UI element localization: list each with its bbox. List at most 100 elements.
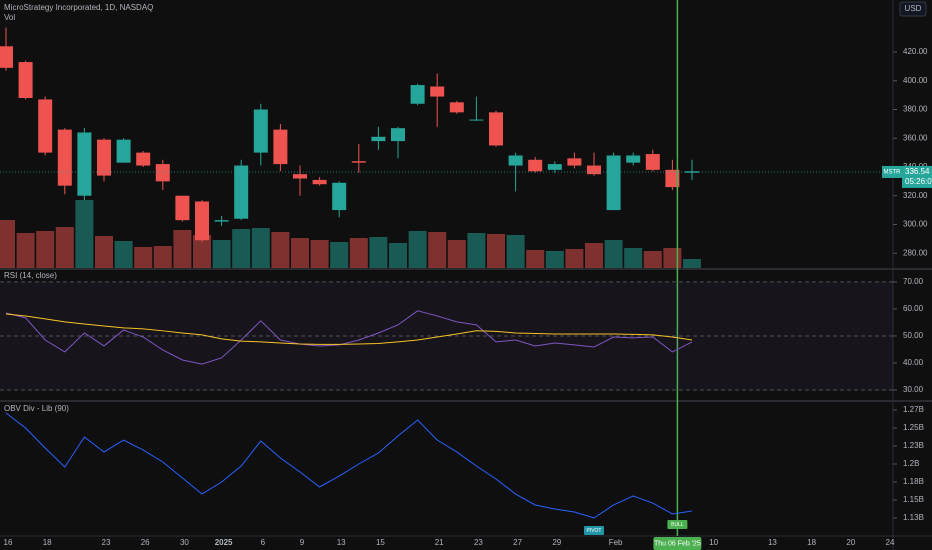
volume-bar xyxy=(310,240,329,268)
volume-bar xyxy=(134,247,153,268)
candle-body xyxy=(645,154,660,170)
y-tick-label: 70.00 xyxy=(903,277,924,286)
candle-body xyxy=(332,182,347,211)
candle-body xyxy=(293,174,307,179)
volume-bar xyxy=(0,220,15,268)
y-tick-label: 320.00 xyxy=(903,191,928,200)
volume-bar xyxy=(506,235,525,268)
y-tick-label: 420.00 xyxy=(903,47,928,56)
volume-bar xyxy=(232,229,251,268)
candle-body xyxy=(567,158,582,166)
y-tick-label: 280.00 xyxy=(903,248,928,257)
candle-body xyxy=(38,99,53,153)
volume-bar xyxy=(193,235,211,268)
candle-body xyxy=(77,132,92,196)
volume-bar xyxy=(212,240,231,268)
x-tick-label: 23 xyxy=(474,538,483,547)
x-tick-label: 29 xyxy=(552,538,561,547)
obv-title: OBV Div - Lib (90) xyxy=(4,404,69,413)
volume-bar xyxy=(389,243,407,268)
volume-bar xyxy=(369,237,388,268)
annotation-tag xyxy=(667,519,688,529)
candle-body xyxy=(391,128,405,142)
x-tick-label: 30 xyxy=(180,538,189,547)
volume-bar xyxy=(291,238,309,268)
volume-bar xyxy=(271,232,290,268)
volume-bar xyxy=(55,227,74,268)
candle-body xyxy=(312,179,327,185)
x-tick-label: 2025 xyxy=(215,538,233,547)
x-tick-label: 16 xyxy=(4,538,13,547)
indicator-line xyxy=(5,310,693,365)
candle-body xyxy=(449,102,464,113)
volume-bar xyxy=(447,240,466,268)
candle-body xyxy=(136,152,151,166)
y-tick-label: 300.00 xyxy=(903,220,928,229)
volume-bar xyxy=(95,236,113,268)
x-tick-label: 20 xyxy=(846,538,855,547)
candle-body xyxy=(547,164,562,170)
x-tick-label: 15 xyxy=(376,538,385,547)
candle-body xyxy=(195,201,209,241)
y-tick-label: 1.18B xyxy=(903,477,924,486)
y-tick-label: 400.00 xyxy=(903,76,928,85)
candle-body xyxy=(234,165,249,219)
candle-body xyxy=(214,220,229,222)
volume-bar xyxy=(349,238,368,268)
volume-bar xyxy=(585,243,603,268)
y-tick-label: 1.25B xyxy=(903,423,924,432)
candle-body xyxy=(685,171,699,173)
volume-bar xyxy=(173,230,192,268)
candle-body xyxy=(587,165,601,175)
crosshair-date: Thu 06 Feb '25 xyxy=(654,540,701,547)
volume-bar xyxy=(663,248,682,268)
volume-bar xyxy=(683,259,701,268)
volume-bar xyxy=(330,242,349,268)
x-tick-label: 23 xyxy=(102,538,111,547)
candle-body xyxy=(489,112,503,146)
candle-body xyxy=(18,62,33,99)
candle-body xyxy=(0,46,13,68)
candle-body xyxy=(116,139,131,163)
volume-bar xyxy=(75,200,94,268)
candle-body xyxy=(430,86,445,97)
x-tick-label: 10 xyxy=(709,538,718,547)
y-tick-label: 1.13B xyxy=(903,513,924,522)
x-tick-label: 9 xyxy=(300,538,305,547)
candle-body xyxy=(469,119,484,121)
x-tick-label: 18 xyxy=(43,538,52,547)
y-tick-label: 30.00 xyxy=(903,385,924,394)
currency-box[interactable] xyxy=(899,1,927,17)
x-tick-label: 24 xyxy=(886,538,895,547)
x-tick-label: 6 xyxy=(261,538,266,547)
volume-bar xyxy=(408,231,427,268)
y-tick-label: 50.00 xyxy=(903,331,924,340)
candle-body xyxy=(508,155,523,166)
y-tick-label: 40.00 xyxy=(903,358,924,367)
candle-body xyxy=(175,195,190,221)
volume-bar xyxy=(604,240,623,268)
volume-bar xyxy=(643,251,662,268)
volume-bar xyxy=(153,246,172,268)
x-tick-label: Feb xyxy=(609,538,623,547)
candle-body xyxy=(253,109,268,153)
candle-body xyxy=(606,155,621,211)
indicator-line xyxy=(5,412,693,519)
annotation: PIVOT xyxy=(586,528,601,534)
volume-bar xyxy=(16,233,35,268)
annotation: BULL xyxy=(671,522,684,528)
volume-bar xyxy=(487,234,505,268)
candle-body xyxy=(410,85,425,104)
countdown: 05:26:07 xyxy=(905,177,932,186)
x-tick-label: 18 xyxy=(807,538,816,547)
candle-body xyxy=(665,169,680,188)
volume-bar xyxy=(428,232,447,268)
candle-body xyxy=(273,129,288,165)
volume-bar xyxy=(624,248,643,268)
candle-body xyxy=(155,164,170,182)
y-tick-label: 380.00 xyxy=(903,105,928,114)
y-tick-label: 1.27B xyxy=(903,405,924,414)
y-tick-label: 360.00 xyxy=(903,133,928,142)
